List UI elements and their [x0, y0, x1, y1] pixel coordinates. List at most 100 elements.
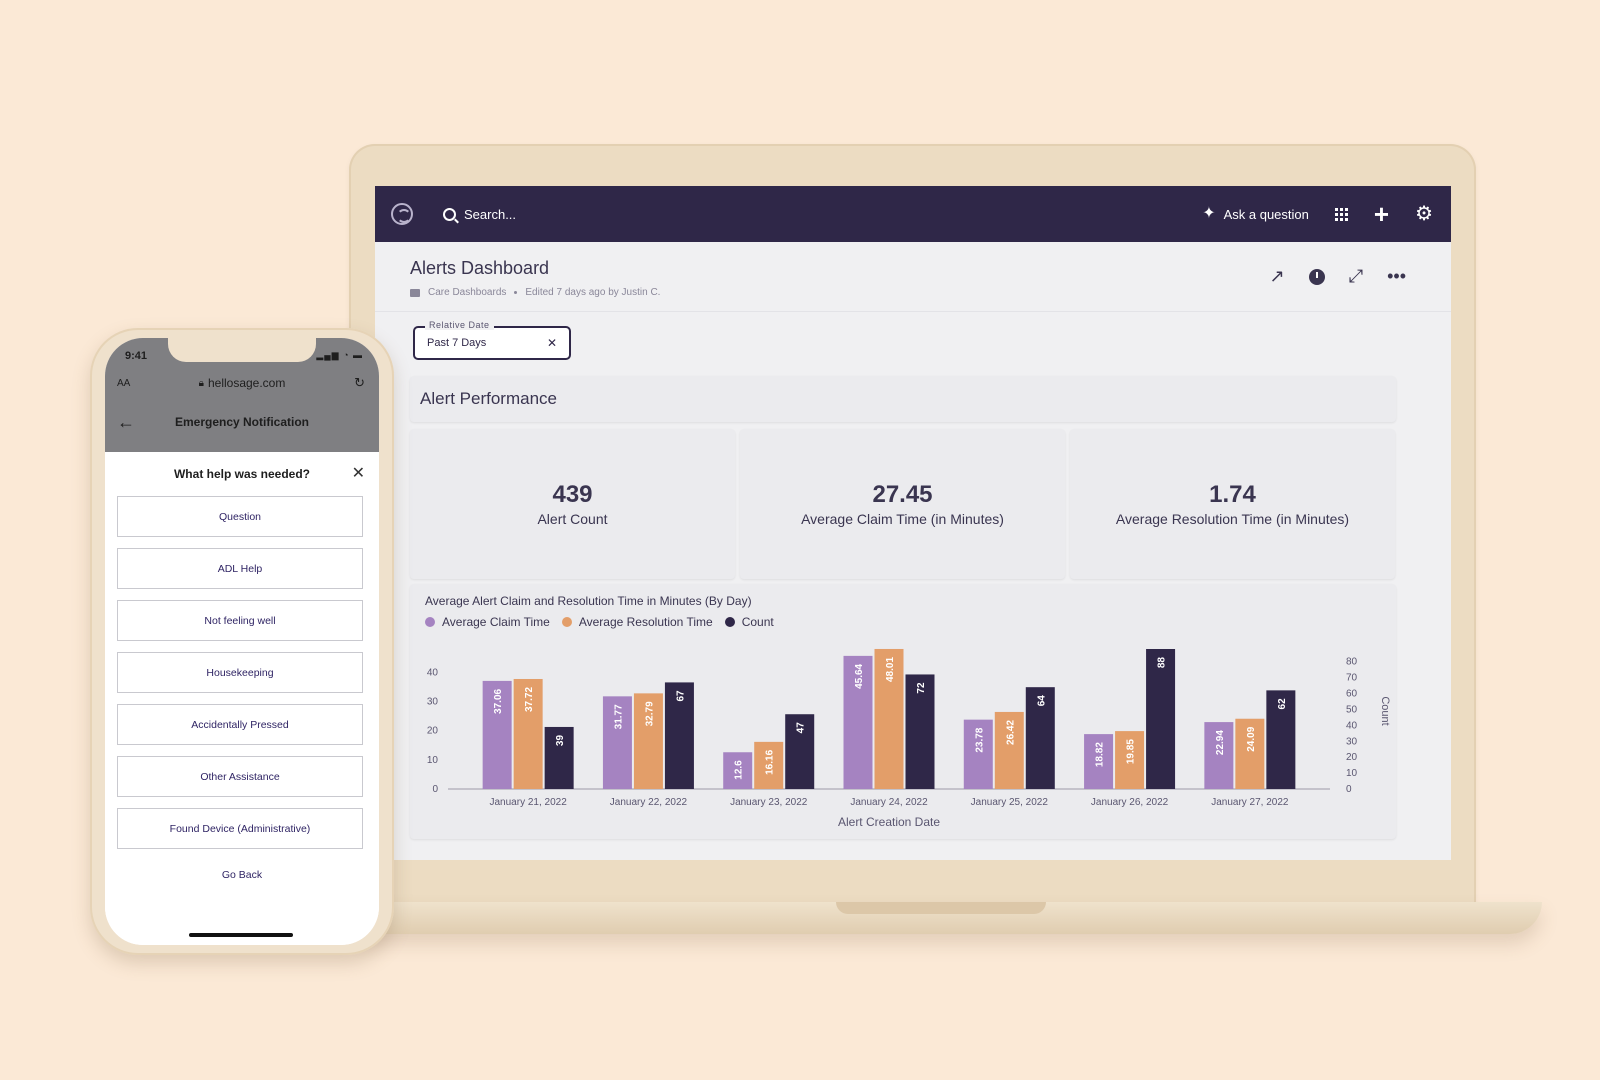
bar-data-label: 26.42	[1005, 720, 1016, 745]
metric-card-alert-count: 439 Alert Count	[410, 429, 735, 579]
filter-label: Relative Date	[425, 320, 494, 330]
bar-data-label: 24.09	[1246, 726, 1257, 751]
chart-title: Average Alert Claim and Resolution Time …	[425, 594, 752, 608]
bar-average-resolution-time	[1235, 718, 1265, 789]
bar-average-claim-time	[723, 752, 753, 789]
signal-wifi-battery-icon: ▂▄▆ ◔ ▬	[316, 350, 363, 360]
bar-average-claim-time	[963, 719, 993, 789]
right-axis-label: Count	[1379, 696, 1391, 725]
phone-notch	[168, 338, 316, 362]
left-tick-label: 40	[427, 667, 439, 678]
option-accidentally-pressed-button[interactable]: Accidentally Pressed	[117, 704, 363, 745]
logo-icon[interactable]	[391, 203, 413, 225]
home-indicator	[189, 933, 293, 937]
gear-icon[interactable]: ⚙	[1415, 203, 1433, 225]
close-icon[interactable]: ✕	[351, 465, 365, 482]
metric-label: Average Resolution Time (in Minutes)	[1115, 511, 1350, 527]
help-sheet: What help was needed? ✕ Question ADL Hel…	[105, 452, 379, 945]
clear-filter-icon[interactable]: ✕	[546, 336, 557, 350]
search-box[interactable]: Search...	[443, 207, 516, 222]
legend-item-count[interactable]: Count	[724, 615, 774, 629]
bar-count	[664, 682, 694, 789]
legend-item-claim[interactable]: Average Claim Time	[425, 615, 550, 629]
phone-screen: 9:41 ▂▄▆ ◔ ▬ AA 🔒︎ hellosage.com ↻ ← Eme…	[105, 338, 379, 945]
x-tick-label: January 21, 2022	[490, 797, 568, 808]
option-other-assistance-button[interactable]: Other Assistance	[117, 756, 363, 797]
option-adl-help-button[interactable]: ADL Help	[117, 548, 363, 589]
ask-question-button[interactable]: ✦ Ask a question	[1202, 206, 1309, 222]
option-question-button[interactable]: Question	[117, 496, 363, 537]
status-time: 9:41	[125, 350, 148, 362]
option-housekeeping-button[interactable]: Housekeeping	[117, 652, 363, 693]
metric-card-claim-time: 27.45 Average Claim Time (in Minutes)	[740, 429, 1065, 579]
status-bar: 9:41 ▂▄▆ ◔ ▬ AA 🔒︎ hellosage.com ↻	[105, 338, 379, 392]
left-tick-label: 20	[427, 726, 439, 737]
right-tick-label: 50	[1346, 704, 1358, 715]
section-title: Alert Performance	[420, 389, 557, 408]
more-options-icon[interactable]: •••	[1387, 266, 1406, 286]
right-tick-label: 30	[1346, 736, 1358, 747]
reload-icon[interactable]: ↻	[354, 375, 365, 390]
back-arrow-icon[interactable]: ←	[117, 411, 135, 432]
collection-link[interactable]: Care Dashboards	[428, 287, 507, 298]
bar-data-label: 72	[916, 682, 927, 694]
new-plus-icon[interactable]: +	[1373, 199, 1390, 229]
bar-data-label: 62	[1277, 698, 1288, 710]
bar-data-label: 32.79	[644, 701, 655, 726]
bar-count	[905, 674, 935, 789]
option-found-device-button[interactable]: Found Device (Administrative)	[117, 808, 363, 849]
bar-data-label: 37.06	[493, 688, 504, 713]
metric-value: 1.74	[1209, 481, 1256, 508]
x-tick-label: January 26, 2022	[1091, 797, 1169, 808]
legend-label: Average Claim Time	[442, 615, 550, 629]
legend-item-resolution[interactable]: Average Resolution Time	[561, 615, 713, 629]
bar-data-label: 18.82	[1095, 742, 1106, 767]
bar-data-label: 47	[796, 722, 807, 734]
bar-average-claim-time	[1084, 734, 1114, 789]
right-tick-label: 70	[1346, 673, 1358, 684]
legend-dot	[561, 617, 572, 627]
search-placeholder: Search...	[464, 206, 517, 222]
x-tick-label: January 23, 2022	[730, 797, 808, 808]
x-axis-label: Alert Creation Date	[838, 815, 940, 829]
url-bar[interactable]: AA 🔒︎ hellosage.com ↻	[105, 372, 379, 394]
bar-average-resolution-time	[754, 741, 784, 789]
x-tick-label: January 25, 2022	[971, 797, 1049, 808]
search-icon	[443, 207, 456, 221]
right-tick-label: 20	[1346, 752, 1358, 763]
go-back-link[interactable]: Go Back	[221, 869, 263, 881]
dashboard-header: Alerts Dashboard Care Dashboards Edited …	[375, 242, 1451, 312]
apps-grid-icon[interactable]	[1334, 207, 1348, 221]
option-not-feeling-well-button[interactable]: Not feeling well	[117, 600, 363, 641]
bar-count	[785, 714, 815, 789]
edited-info: Edited 7 days ago by Justin C.	[525, 287, 661, 298]
share-arrow-icon[interactable]: ↗	[1269, 266, 1285, 286]
laptop-notch	[836, 902, 1046, 914]
fullscreen-icon[interactable]: ⤢	[1348, 266, 1364, 286]
right-tick-label: 0	[1346, 784, 1352, 795]
bar-average-resolution-time	[874, 648, 904, 789]
x-tick-label: January 27, 2022	[1211, 797, 1289, 808]
nav-title: Emergency Notification	[174, 415, 310, 429]
bar-average-claim-time	[1204, 722, 1234, 789]
dashboard-screen: Search... ✦ Ask a question + ⚙ Alerts Da…	[375, 186, 1451, 860]
ask-question-label: Ask a question	[1223, 206, 1309, 222]
metric-value: 439	[552, 481, 593, 508]
right-tick-label: 10	[1346, 768, 1358, 779]
right-tick-label: 80	[1346, 657, 1358, 668]
relative-date-filter[interactable]: Relative Date Past 7 Days ✕	[413, 320, 571, 360]
metric-label: Average Claim Time (in Minutes)	[801, 511, 1004, 527]
bar-chart: 0 10 20 30 40 0 10 20 30 40 50 60 70 80 Count 37.06 37.7…	[427, 648, 1391, 829]
clock-icon[interactable]	[1308, 268, 1325, 285]
bar-data-label: 88	[1157, 657, 1168, 669]
text-size-button[interactable]: AA	[117, 377, 131, 389]
bar-average-resolution-time	[1115, 731, 1145, 789]
x-tick-label: January 22, 2022	[610, 797, 688, 808]
bar-average-resolution-time	[994, 711, 1024, 789]
breadcrumb: Care Dashboards Edited 7 days ago by Jus…	[410, 287, 1416, 298]
chart-legend: Average Claim Time Average Resolution Ti…	[425, 615, 774, 629]
legend-dot	[425, 617, 435, 627]
legend-dot	[724, 617, 735, 627]
bar-count	[1146, 649, 1176, 789]
bar-data-label: 23.78	[974, 727, 985, 752]
